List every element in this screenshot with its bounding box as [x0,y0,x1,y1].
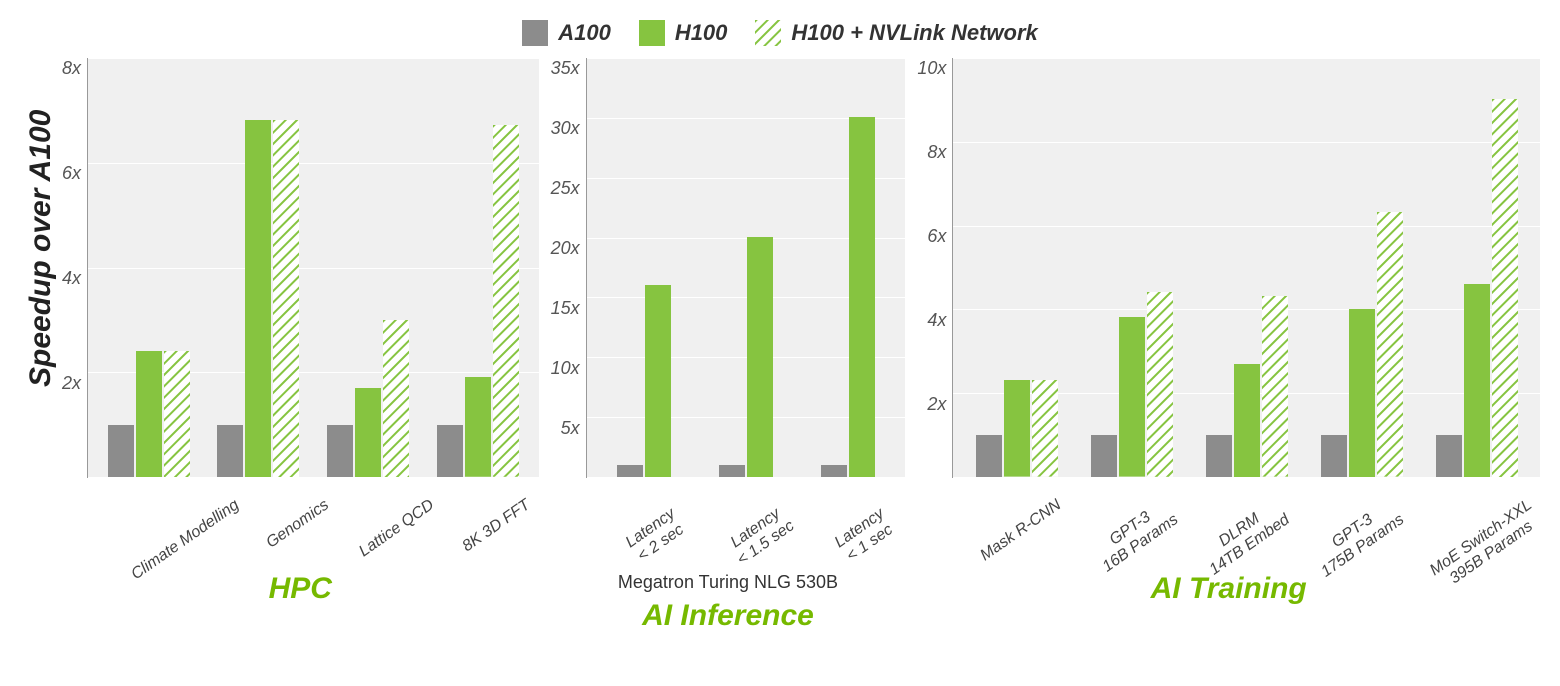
bar-group [797,117,899,477]
y-tick-label: 15x [551,298,580,319]
bar-group [959,380,1074,477]
y-axis: 8x 6x 4x 2x [62,58,87,478]
bar-groups [953,58,1540,477]
bar-a100 [719,465,745,477]
bar-h100 [747,237,773,477]
plot-area [586,58,906,478]
bar-group [1189,296,1304,477]
legend-label: H100 [675,20,728,46]
bar-h100_nvlink [1492,99,1518,477]
bar-h100 [849,117,875,477]
bar-a100 [821,465,847,477]
bar-h100 [136,351,162,477]
bar-h100 [1004,380,1030,477]
bar-a100 [217,425,243,478]
y-tick-label: 4x [927,310,946,331]
y-tick-label: 10x [917,58,946,79]
legend-swatch [755,20,781,46]
y-tick-label: 20x [551,238,580,259]
y-axis-label: Speedup over A100 [20,58,62,478]
legend-swatch [639,20,665,46]
panels-row: 8x 6x 4x 2x Climate ModellingGenomicsLattice… [62,58,1540,633]
bar-group [695,237,797,477]
y-tick-label: 6x [927,226,946,247]
plot-area [87,58,539,478]
bar-a100 [327,425,353,478]
legend-label: A100 [558,20,611,46]
legend: A100 H100 H100 + NVLink Network [20,20,1540,46]
bar-a100 [617,465,643,477]
legend-item: H100 [639,20,728,46]
y-tick-label: 10x [551,358,580,379]
bar-h100 [465,377,491,477]
bar-h100_nvlink [273,120,299,477]
y-tick-label: 2x [62,373,81,394]
bar-h100 [1234,364,1260,477]
x-axis: Mask R-CNNGPT-3 16B ParamsDLRM 14TB Embe… [957,486,1540,566]
y-tick-label: 5x [561,418,580,439]
y-tick-label: 2x [927,394,946,415]
panel-title: AI Inference [551,599,906,633]
bar-a100 [437,425,463,478]
bar-h100 [1119,317,1145,477]
y-tick-label: 8x [62,58,81,79]
y-tick-label: 6x [62,163,81,184]
bar-h100 [245,120,271,477]
bar-a100 [1436,435,1462,477]
bar-group [1419,99,1534,477]
gridline [587,477,906,478]
panel: 35x 30x 25x 20x 15x 10x 5x Latency < 2 secLaten… [551,58,906,633]
bar-h100 [355,388,381,477]
bar-h100_nvlink [1147,292,1173,477]
panel: 10x 8x 6x 4x 2x Mask R-CNNGPT-3 16B ParamsDLR… [917,58,1540,633]
bar-h100_nvlink [1377,212,1403,477]
x-axis: Climate ModellingGenomicsLattice QCD8K 3… [102,486,539,566]
bar-group [593,285,695,477]
bar-group [94,351,204,477]
bar-h100 [1349,309,1375,477]
x-axis: Latency < 2 secLatency < 1.5 secLatency … [591,486,906,566]
bar-h100_nvlink [1032,380,1058,477]
y-axis: 35x 30x 25x 20x 15x 10x 5x [551,58,586,478]
gridline [953,477,1540,478]
legend-item: H100 + NVLink Network [755,20,1037,46]
bar-h100 [1464,284,1490,477]
bar-h100_nvlink [164,351,190,477]
y-tick-label: 25x [551,178,580,199]
bar-group [204,120,314,477]
bar-group [1074,292,1189,477]
bar-group [1304,212,1419,477]
bar-h100_nvlink [493,125,519,477]
y-tick-label: 35x [551,58,580,79]
bar-h100 [645,285,671,477]
bar-a100 [1206,435,1232,477]
bar-groups [587,58,906,477]
y-tick-label: 4x [62,268,81,289]
panel: 8x 6x 4x 2x Climate ModellingGenomicsLattice… [62,58,539,633]
bar-groups [88,58,539,477]
legend-item: A100 [522,20,611,46]
bar-a100 [1091,435,1117,477]
bar-h100_nvlink [383,320,409,478]
chart-container: Speedup over A100 8x 6x 4x 2x Climate Modell… [20,58,1540,633]
bar-h100_nvlink [1262,296,1288,477]
bar-a100 [976,435,1002,477]
bar-a100 [1321,435,1347,477]
legend-label: H100 + NVLink Network [791,20,1037,46]
x-tick-label: MoE Switch-XXL 395B Params [1427,486,1560,631]
legend-swatch [522,20,548,46]
plot-area [952,58,1540,478]
bar-group [313,320,423,478]
y-tick-label: 8x [927,142,946,163]
x-tick-label: Climate Modelling [128,486,293,635]
bar-group [423,125,533,477]
y-tick-label: 30x [551,118,580,139]
y-axis: 10x 8x 6x 4x 2x [917,58,952,478]
gridline [88,477,539,478]
bar-a100 [108,425,134,478]
